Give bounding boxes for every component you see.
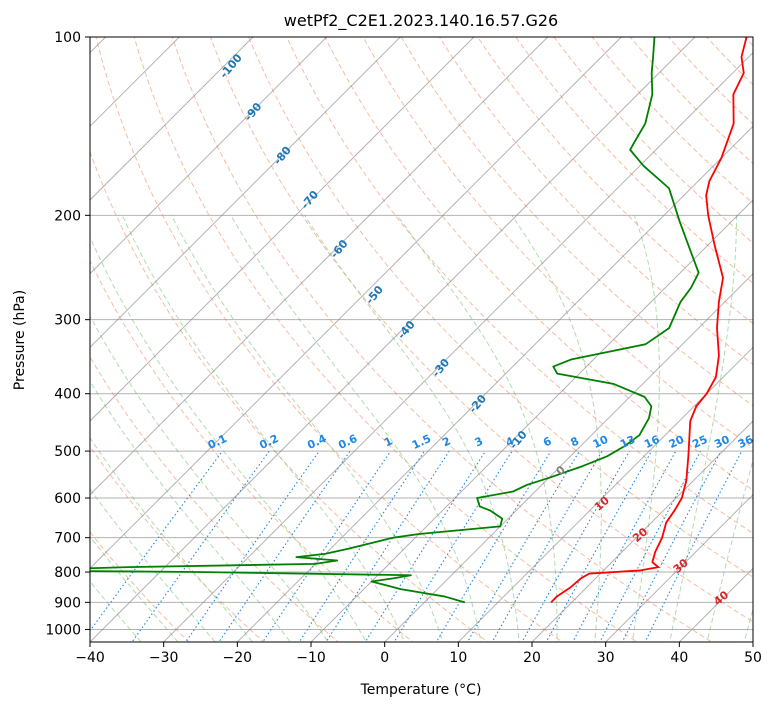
x-axis: −40 −30 −20 −10 0 10 20 30 40 50: [75, 642, 762, 666]
y-tick-label: 300: [54, 313, 81, 329]
background-lines: [90, 37, 753, 642]
moist-adiabat-line: [121, 215, 406, 642]
mixing-ratio-label: 16: [642, 433, 662, 451]
dry-adiabat-line: [210, 37, 753, 623]
dry-adiabat-line: [90, 356, 339, 642]
moist-adiabat-line: [304, 215, 520, 642]
dry-adiabat-line: [90, 150, 489, 642]
x-tick-label: 30: [597, 650, 615, 666]
y-axis-title: Pressure (hPa): [12, 290, 28, 390]
y-tick-label: 900: [54, 595, 81, 611]
mixing-ratio-label: 30: [712, 433, 732, 451]
y-tick-label: 500: [54, 444, 81, 460]
y-tick-label: 800: [54, 565, 81, 581]
mixing-ratio-line: [262, 450, 392, 642]
isotherm-gridline: [162, 51, 753, 642]
moist-adiabat-line: [669, 215, 738, 642]
mixing-ratio-label: 10: [591, 433, 611, 451]
x-tick-label: 20: [523, 650, 541, 666]
x-axis-title: Temperature (°C): [360, 682, 482, 698]
mixing-ratio-line: [298, 450, 425, 642]
moist-adiabat-line: [90, 436, 254, 642]
series-line-0: [550, 37, 748, 603]
dry-adiabat-line: [248, 37, 753, 578]
mixing-ratio-label: 13: [618, 433, 637, 451]
x-tick-label: 0: [380, 650, 389, 666]
x-tick-label: −30: [149, 650, 179, 666]
dry-adiabat-line: [171, 37, 713, 642]
dry-adiabat-line: [90, 531, 190, 642]
dry-adiabat-line: [95, 37, 564, 642]
y-tick-label: 400: [54, 387, 81, 403]
dry-adiabat-line: [90, 259, 414, 642]
moist-adiabat-line: [631, 215, 660, 642]
isotherm-gridline: [310, 199, 753, 642]
mixing-ratio-line: [466, 450, 580, 642]
isotherm-gridline: [383, 272, 753, 642]
y-tick-label: 1000: [45, 622, 81, 638]
x-tick-label: 10: [449, 650, 467, 666]
mixing-ratio-line: [218, 450, 351, 642]
moist-adiabat-line: [90, 488, 216, 642]
y-axis: 1000 900 800 700 600 500 400 300 200 100: [45, 30, 90, 638]
isotherm-gridline: [531, 420, 753, 642]
mixing-ratio-line: [325, 450, 450, 642]
isotherm-gridline: [90, 37, 328, 275]
moist-adiabat-line: [706, 457, 753, 642]
y-tick-label: 200: [54, 208, 81, 224]
series-layer: [90, 37, 748, 604]
isotherm-gridline: [236, 125, 753, 642]
moist-adiabat-line: [90, 580, 142, 642]
isotherm-gridline: [90, 37, 622, 570]
chart-title: wetPf2_C2E1.2023.140.16.57.G26: [284, 11, 558, 31]
isotherm-gridline: [90, 37, 401, 349]
dry-adiabat-line: [90, 445, 265, 642]
isotherm-gridline: [604, 493, 753, 642]
x-tick-label: 40: [670, 650, 688, 666]
mixing-ratio-line: [545, 450, 653, 642]
y-tick-label: 100: [54, 30, 81, 46]
mixing-ratio-line: [435, 450, 552, 642]
x-tick-label: −40: [75, 650, 105, 666]
dry-adiabat-line: [133, 37, 638, 642]
isotherm-gridline: [90, 37, 696, 642]
mixing-ratio-line: [491, 450, 603, 642]
moist-adiabat-line: [90, 235, 367, 642]
x-tick-label: −10: [296, 650, 326, 666]
series-line-1: [90, 37, 700, 604]
mixing-ratio-line: [131, 450, 270, 642]
mixing-ratio-label: 25: [690, 433, 709, 451]
plot-frame: [89, 36, 754, 643]
mixing-ratio-line: [185, 450, 320, 642]
moist-adiabat-line: [397, 215, 558, 642]
isotherm-gridline: [90, 37, 549, 496]
isotherm-gridline: [457, 346, 753, 642]
mixing-ratio-label: 20: [667, 433, 687, 451]
isotherm-gridline: [90, 37, 254, 201]
x-tick-label: −20: [223, 650, 253, 666]
dry-adiabat-line: [591, 37, 753, 204]
dry-adiabat-line: [439, 37, 753, 366]
moist-adiabat-line: [230, 215, 482, 642]
x-tick-label: 50: [744, 650, 762, 666]
y-tick-label: 600: [54, 491, 81, 507]
dry-adiabat-line: [515, 37, 753, 284]
moist-adiabat-line: [90, 315, 329, 642]
dry-adiabat-line: [286, 37, 753, 534]
isotherm-gridline: [90, 37, 475, 422]
dry-adiabat-line: [324, 37, 753, 491]
moist-adiabat-line: [90, 535, 179, 642]
y-tick-label: 700: [54, 531, 81, 547]
mixing-ratio-line: [644, 450, 743, 642]
mixing-ratio-label: 36: [736, 433, 756, 451]
moist-adiabat-line: [511, 215, 602, 642]
dry-adiabat-line: [400, 37, 753, 407]
dry-adiabat-line: [362, 37, 753, 449]
